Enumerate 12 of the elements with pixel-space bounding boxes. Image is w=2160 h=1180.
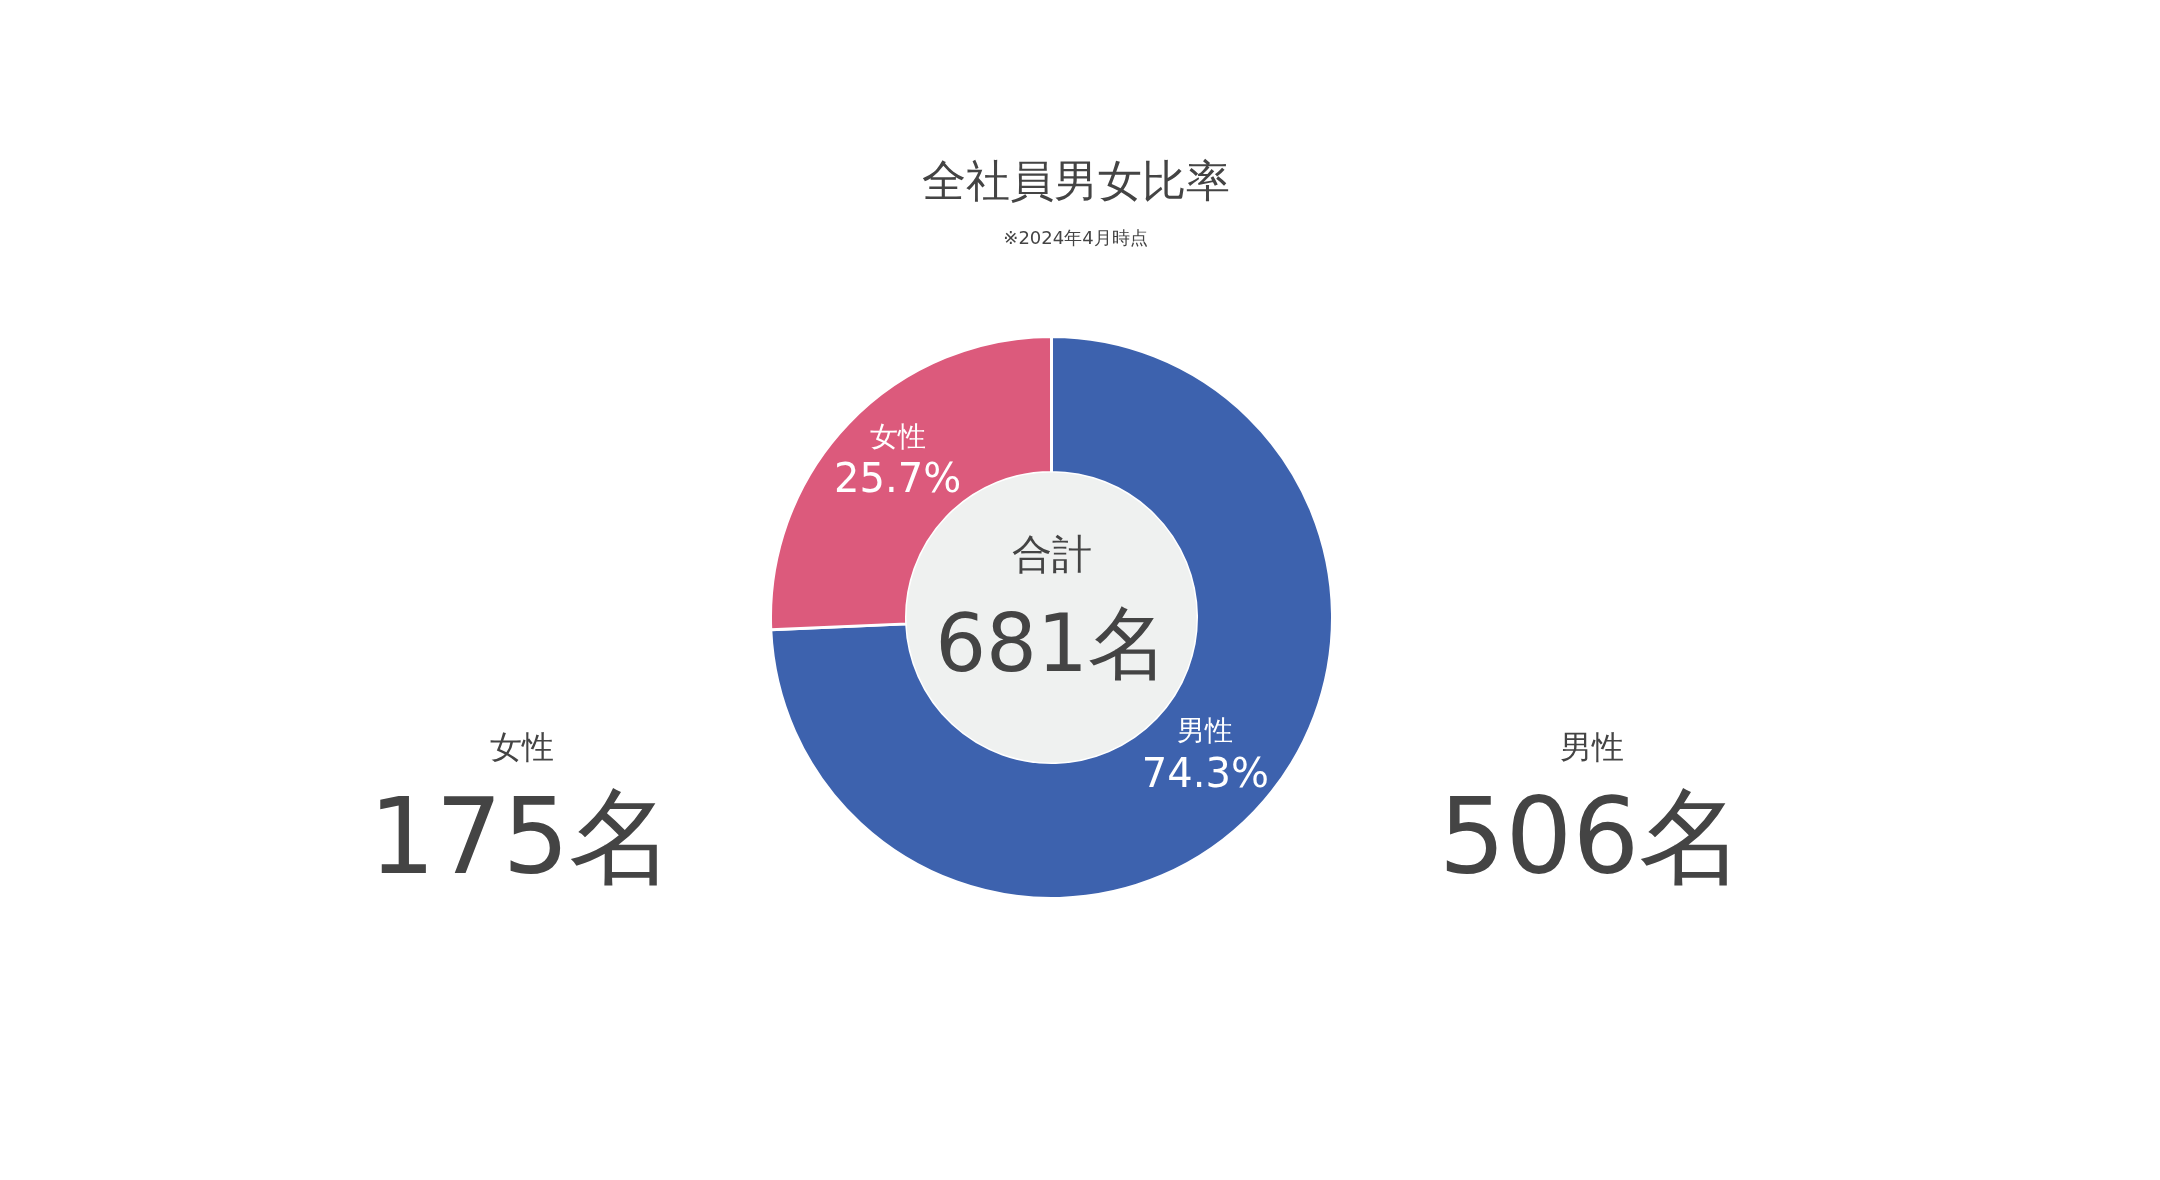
- chart-subtitle: ※2024年4月時点: [1003, 227, 1148, 248]
- text: 175名: [368, 775, 675, 898]
- text: 681名: [935, 597, 1168, 690]
- slice-label: 男性: [1177, 714, 1234, 748]
- text: 男性: [1559, 727, 1624, 766]
- text: 女性: [489, 727, 554, 766]
- slice-label: 女性: [869, 419, 926, 453]
- chart-title: 全社員男女比率: [921, 155, 1230, 206]
- data-label: 74.3%: [1141, 749, 1269, 796]
- data-label: 25.7%: [834, 455, 962, 502]
- text: 506名: [1438, 775, 1745, 898]
- text: 合計: [1011, 530, 1092, 577]
